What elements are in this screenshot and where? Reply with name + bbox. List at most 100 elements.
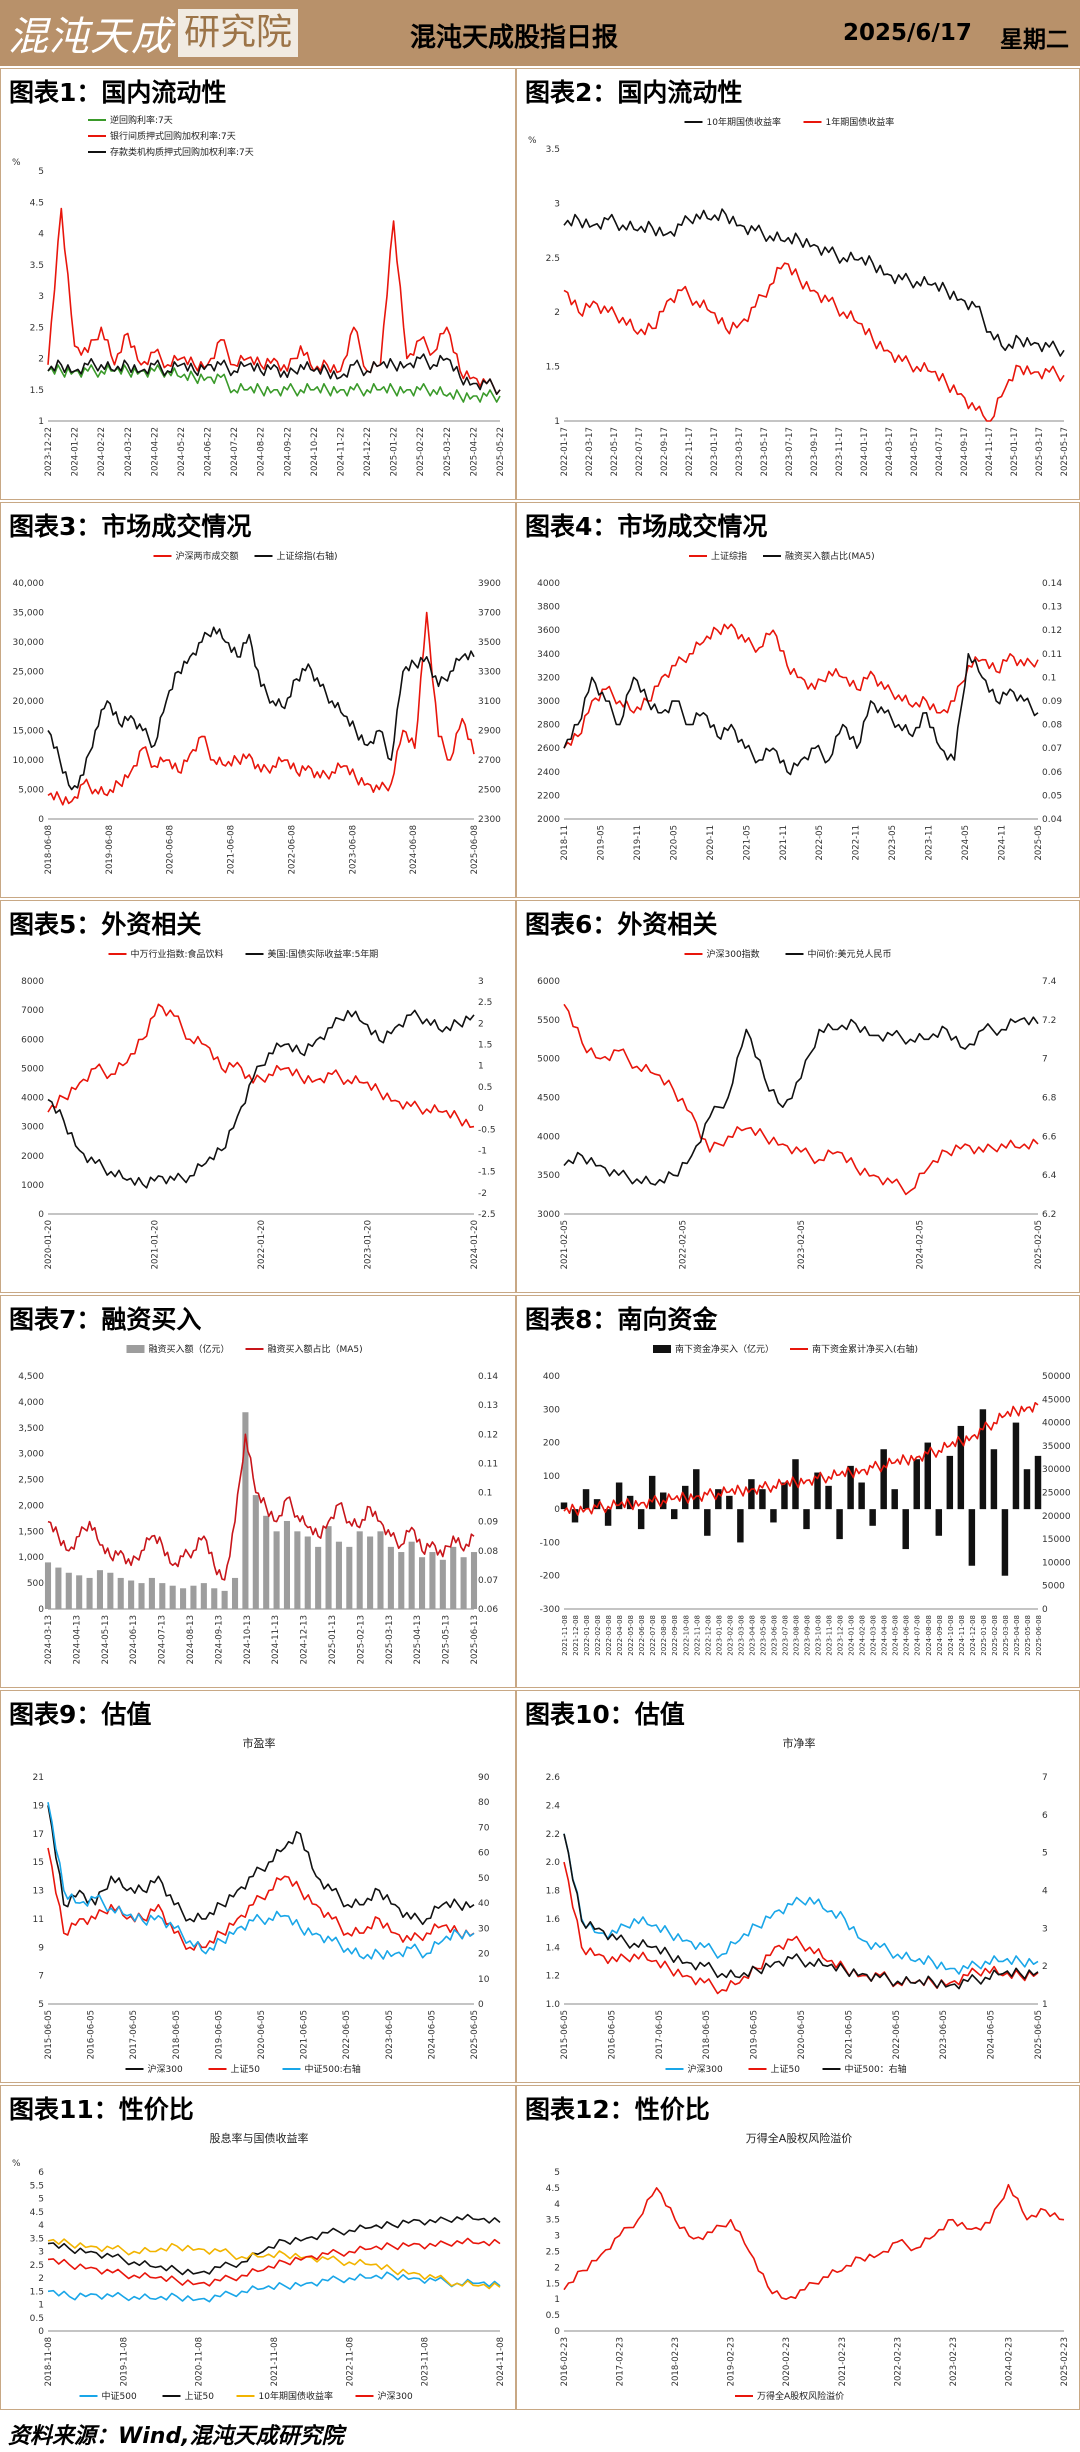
x-tick-label: 2024-05-13 — [101, 1615, 111, 1664]
y-tick-label: 1,000 — [18, 1553, 44, 1563]
x-tick-label: 2025-06-08 — [470, 825, 480, 874]
x-tick-label: 2024-11 — [998, 825, 1008, 861]
bar — [180, 1588, 187, 1609]
bar — [814, 1472, 821, 1510]
series-line — [563, 1861, 1039, 1995]
x-tick-label: 2019-06-05 — [750, 2010, 760, 2059]
y-tick-label: 0 — [38, 1605, 44, 1615]
bar — [76, 1575, 83, 1609]
x-tick-label: 2024-09-08 — [936, 1615, 944, 1656]
x-tick-label: 2025-06-13 — [470, 1615, 480, 1664]
x-tick-label: 2024-01-22 — [71, 427, 81, 476]
y2-tick-label: 80 — [478, 1798, 490, 1808]
bar — [637, 1509, 645, 1530]
y2-tick-label: 0.09 — [478, 1518, 498, 1528]
legend-label: 中间价:美元兑人民币 — [808, 948, 892, 960]
x-tick-label: 2023-08-08 — [792, 1615, 800, 1656]
unit-label: % — [528, 136, 537, 146]
chart-9: 市盈率 5 7 9 11 13 15 17 19 21 0 10 20 30 40 50 60 70 80 90 201… — [33, 1736, 490, 2075]
y-tick-label: 2.2 — [546, 1830, 560, 1840]
chart-panel-6: 图表6：外资相关 3000 3500 4000 4500 5000 5500 6000 6.2 6… — [516, 900, 1080, 1293]
bar — [263, 1515, 270, 1609]
chart-12: 万得全A股权风险溢价 0 0.5 1 1.5 2 2.5 3 3.5 4 4.5 5 2016-02-2… — [546, 2131, 1070, 2402]
chart-title-2: 图表2：国内流动性 — [525, 78, 743, 107]
bar — [770, 1509, 777, 1523]
y-tick-label: 9 — [38, 1943, 44, 1953]
bar — [869, 1509, 876, 1526]
y2-tick-label: -0.5 — [478, 1125, 496, 1135]
x-tick-label: 2022-10-08 — [682, 1615, 690, 1656]
y-tick-label: 1000 — [21, 1181, 44, 1191]
chart-title-12: 图表12：性价比 — [525, 2095, 710, 2124]
y2-tick-label: 3500 — [478, 638, 501, 648]
x-tick-label: 2024-06-08 — [903, 1615, 911, 1656]
bar — [693, 1469, 700, 1510]
logo-sub: 研究院 — [178, 9, 299, 57]
y2-tick-label: 0.08 — [478, 1547, 498, 1557]
y-tick-label: 5500 — [537, 1016, 560, 1026]
bar — [990, 1449, 998, 1510]
legend-item: 上证50 — [748, 2064, 800, 2075]
x-tick-label: 2023-05-17 — [760, 427, 770, 476]
legend-item: 沪深300 — [665, 2063, 723, 2075]
legend-swatch — [653, 1345, 671, 1353]
x-tick-label: 2019-02-23 — [727, 2337, 737, 2386]
y-tick-label: 3000 — [537, 697, 560, 707]
x-tick-label: 2024-07-22 — [230, 427, 240, 476]
x-tick-label: 2024-02-22 — [97, 427, 107, 476]
x-tick-label: 2022-11 — [852, 825, 862, 861]
y-tick-label: 3.5 — [546, 2216, 560, 2226]
legend-item: 沪深300 — [355, 2390, 413, 2402]
y-tick-label: 5 — [38, 2000, 44, 2010]
y-tick-label: 4 — [554, 2200, 560, 2210]
y-tick-label: 3600 — [537, 626, 560, 636]
bar-series — [44, 1412, 478, 1609]
y-tick-label: 1.5 — [546, 2279, 560, 2289]
bar — [825, 1485, 832, 1510]
y2-tick-label: 45000 — [1042, 1395, 1071, 1405]
y2-tick-label: -1 — [478, 1146, 487, 1156]
bar — [615, 1482, 623, 1510]
y-tick-label: 30,000 — [13, 638, 45, 648]
x-tick-label: 2024-06-05 — [987, 2010, 997, 2059]
x-tick-label: 2020-11 — [706, 825, 716, 861]
chart-panel-8: 图表8：南向资金 -300 -200 -100 0 100 200 300 400 0 5000 10… — [516, 1295, 1080, 1688]
chart-panel-9: 图表9：估值 市盈率 5 7 9 11 13 15 17 19 21 0 10 20 30 40 50 60 70 8… — [0, 1690, 516, 2083]
x-tick-label: 2023-06-08 — [770, 1615, 778, 1656]
x-tick-label: 2024-10-13 — [243, 1615, 253, 1664]
x-tick-label: 2022-06-05 — [342, 2010, 352, 2059]
y2-tick-label: 3900 — [478, 579, 501, 589]
x-tick-label: 2020-06-05 — [797, 2010, 807, 2059]
report-date: 2025/6/17 — [843, 20, 972, 46]
y-tick-label: 1.4 — [546, 1943, 561, 1953]
y2-tick-label: 0.07 — [478, 1576, 498, 1586]
x-tick-label: 2025-02-23 — [1060, 2337, 1070, 2386]
x-tick-label: 2020-06-05 — [257, 2010, 267, 2059]
x-tick-label: 2022-02-05 — [679, 1220, 689, 1269]
x-tick-label: 2024-01-08 — [848, 1615, 856, 1656]
chart-inner-title: 市净率 — [783, 1736, 816, 1750]
chart-8: -300 -200 -100 0 100 200 300 400 0 5000 10000 15000… — [540, 1343, 1071, 1656]
chart-panel-2: 图表2：国内流动性% 1 1.5 2 2.5 3 3.5 2022-01-17 2022-03-… — [516, 68, 1080, 500]
legend-label: 融资买入额（亿元） — [149, 1343, 230, 1355]
x-tick-label: 2023-02-23 — [949, 2337, 959, 2386]
legend-item: 逆回购利率:7天 — [88, 114, 173, 126]
legend-item: 10年期国债收益率 — [236, 2390, 333, 2402]
y2-tick-label: 0.12 — [478, 1430, 498, 1440]
y-tick-label: 6000 — [21, 1035, 44, 1045]
y-tick-label: 2 — [38, 355, 44, 365]
y2-tick-label: 6 — [1042, 1811, 1048, 1821]
chart-title-4: 图表4：市场成交情况 — [525, 512, 768, 541]
bar — [1012, 1422, 1020, 1510]
y-tick-label: 3500 — [537, 1171, 560, 1181]
bar — [593, 1499, 601, 1510]
bar — [836, 1509, 843, 1540]
bar — [117, 1577, 124, 1609]
bar — [190, 1585, 197, 1609]
x-tick-label: 2024-11-17 — [985, 427, 995, 476]
x-tick-label: 2021-12-08 — [572, 1615, 580, 1656]
y2-tick-label: 0.06 — [478, 1605, 498, 1615]
y-tick-label: 2.5 — [30, 2261, 44, 2271]
y-tick-label: 6 — [38, 2168, 44, 2178]
chart-title-9: 图表9：估值 — [9, 1700, 152, 1729]
